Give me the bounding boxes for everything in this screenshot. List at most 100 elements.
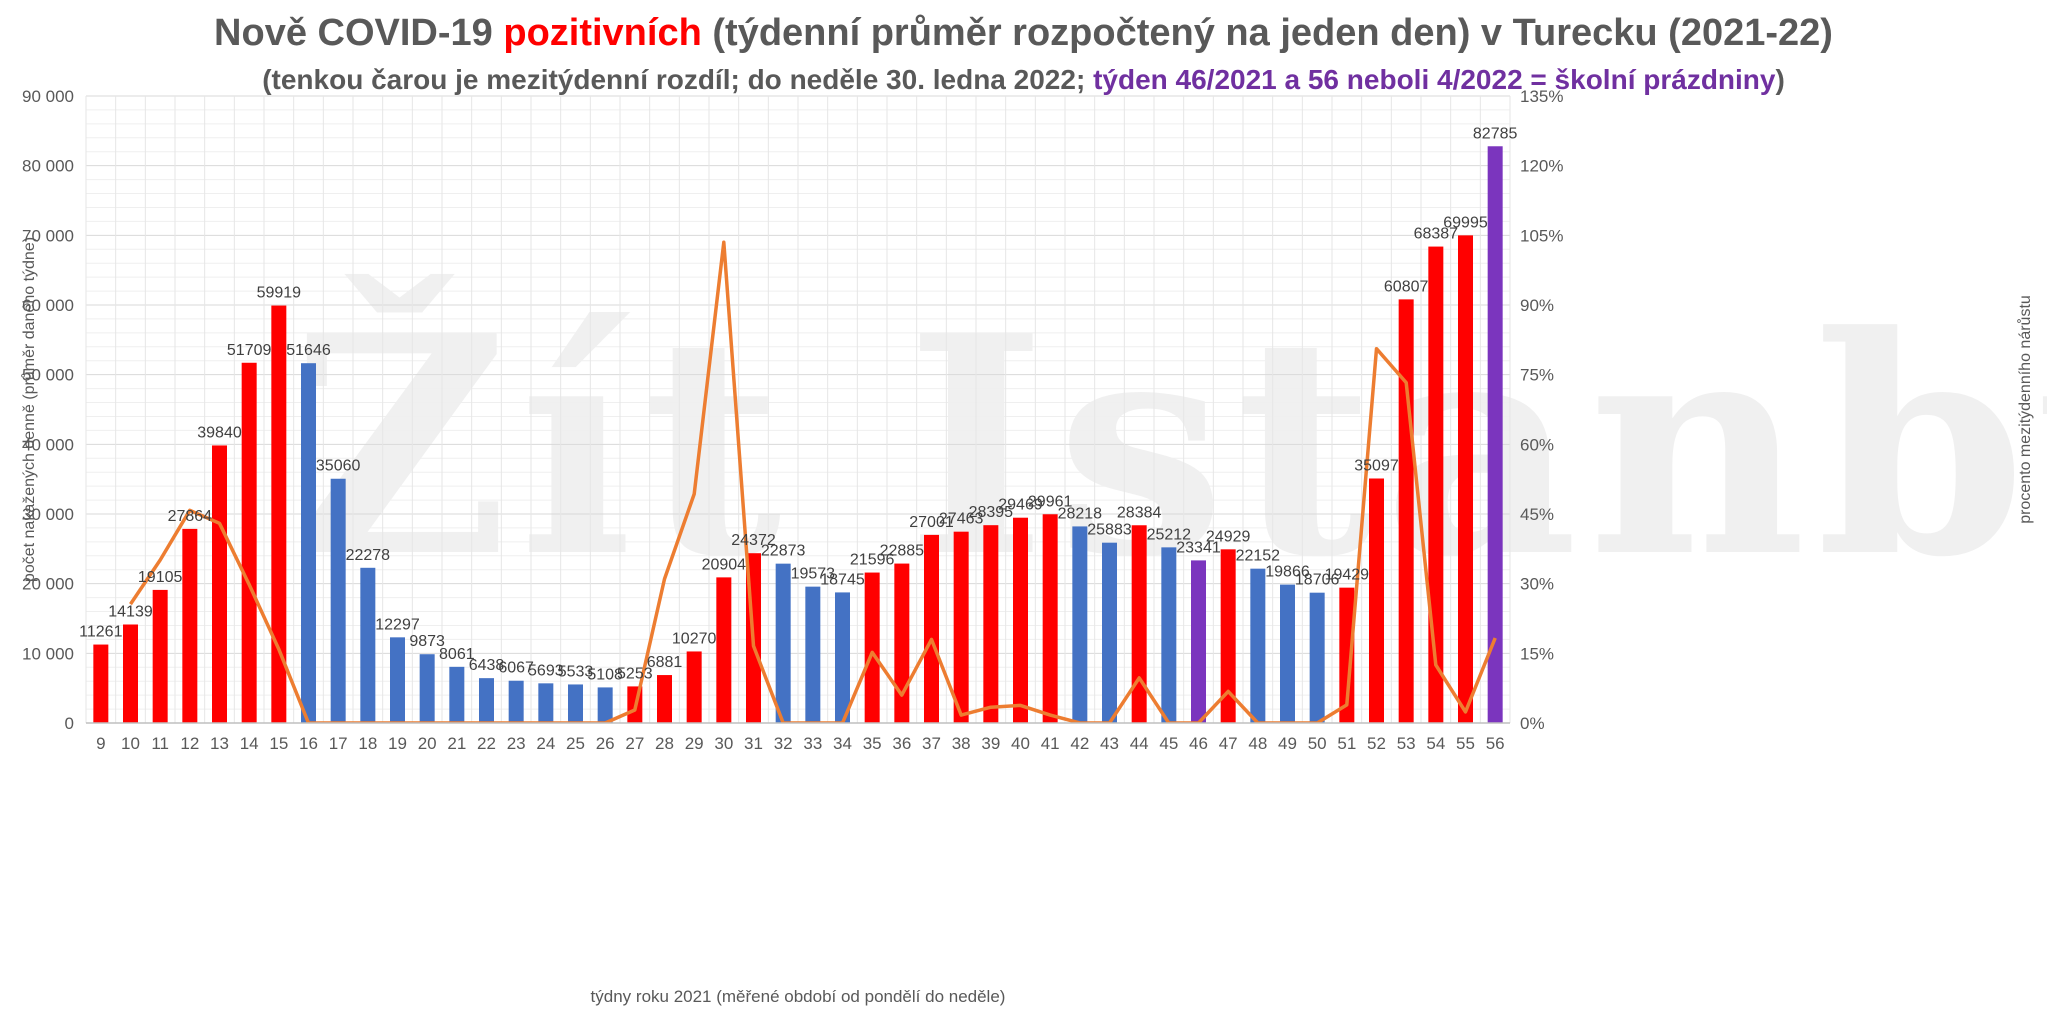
x-tick-label: 52: [1367, 734, 1386, 753]
data-label: 27463: [939, 511, 984, 528]
bar: [1220, 549, 1236, 723]
x-tick-label: 30: [714, 734, 733, 753]
x-tick-label: 13: [210, 734, 229, 753]
data-label: 22152: [1236, 548, 1281, 565]
data-label: 28218: [1058, 505, 1103, 522]
x-tick-label: 55: [1456, 734, 1475, 753]
bar: [271, 305, 287, 723]
data-label: 11261: [79, 624, 122, 641]
y-axis-title: počet nakažených denně (průměr daného tý…: [20, 237, 38, 582]
data-label: 29961: [1028, 493, 1073, 510]
y2-tick-label: 120%: [1520, 157, 1563, 176]
data-label: 82785: [1473, 125, 1518, 142]
data-label: 27001: [909, 514, 954, 531]
bar: [864, 572, 880, 723]
x-tick-label: 48: [1248, 734, 1267, 753]
data-label: 5253: [617, 665, 653, 682]
data-label: 22278: [346, 547, 391, 564]
bar: [152, 589, 168, 723]
x-tick-label: 21: [447, 734, 466, 753]
data-label: 19105: [138, 569, 183, 586]
y-tick-label: 70 000: [22, 226, 74, 245]
x-axis-title: týdny roku 2021 (měřené období od ponděl…: [591, 987, 1006, 1006]
bar: [1458, 235, 1473, 723]
x-tick-label: 41: [1041, 734, 1060, 753]
x-tick-label: 23: [507, 734, 526, 753]
bar: [775, 563, 791, 723]
data-label: 51709: [227, 342, 272, 359]
x-tick-label: 51: [1337, 734, 1356, 753]
x-tick-label: 34: [833, 734, 852, 753]
data-labels: 11261 14139 19105 27864 39840 51709 59919 51646…: [79, 125, 1517, 683]
bar: [657, 675, 672, 723]
data-label: 19429: [1325, 567, 1370, 584]
y-tick-label: 90 000: [22, 87, 74, 106]
y-tick-label: 80 000: [22, 157, 74, 176]
x-tick-label: 46: [1189, 734, 1208, 753]
data-label: 19573: [791, 566, 836, 583]
data-label: 21596: [850, 552, 895, 569]
bar: [360, 567, 376, 723]
data-label: 18745: [820, 571, 865, 588]
bar: [1339, 587, 1355, 723]
data-label: 28395: [969, 504, 1014, 521]
x-tick-label: 37: [922, 734, 941, 753]
gridlines: [85, 95, 1511, 724]
data-label: 59919: [257, 285, 302, 302]
y-tick-label: 30 000: [22, 505, 74, 524]
bar: [716, 577, 732, 723]
y-tick-label: 50 000: [22, 366, 74, 385]
data-label: 60807: [1384, 278, 1429, 295]
x-tick-label: 31: [744, 734, 763, 753]
x-tick-label: 39: [981, 734, 1000, 753]
x-tick-label: 27: [625, 734, 644, 753]
x-tick-label: 47: [1219, 734, 1238, 753]
data-label: 14139: [108, 603, 153, 620]
data-label: 6067: [498, 660, 534, 677]
data-label: 6881: [647, 654, 683, 671]
x-tick-label: 42: [1070, 734, 1089, 753]
x-tick-label: 32: [774, 734, 793, 753]
x-tick-label: 18: [358, 734, 377, 753]
data-label: 35097: [1354, 457, 1399, 474]
y2-tick-label: 60%: [1520, 435, 1554, 454]
data-label: 51646: [286, 342, 331, 359]
bar: [1072, 526, 1088, 723]
y2-tick-label: 135%: [1520, 87, 1563, 106]
x-tick-label: 14: [240, 734, 259, 753]
x-tick-label: 38: [952, 734, 971, 753]
bar: [924, 534, 939, 723]
bar: [1191, 560, 1206, 723]
y2-tick-label: 0%: [1520, 714, 1545, 733]
data-label: 19866: [1265, 564, 1310, 581]
chart-title: Nově COVID-19 pozitivních (týdenní průmě…: [214, 12, 1833, 54]
x-tick-label: 49: [1278, 734, 1297, 753]
x-tick-label: 9: [96, 734, 105, 753]
data-label: 9873: [409, 633, 445, 650]
bar: [1161, 547, 1177, 723]
x-tick-label: 40: [1011, 734, 1030, 753]
x-tick-label: 19: [388, 734, 407, 753]
bar: [419, 654, 435, 723]
y2-tick-label: 75%: [1520, 366, 1554, 385]
x-tick-label: 17: [329, 734, 348, 753]
data-label: 24929: [1206, 528, 1251, 545]
bar: [953, 531, 969, 723]
y-tick-label: 0: [65, 714, 74, 733]
bar: [1250, 568, 1266, 723]
x-tick-label: 33: [803, 734, 822, 753]
chart-subtitle: (tenkou čarou je mezitýdenní rozdíl; do …: [262, 64, 1785, 95]
data-label: 68387: [1414, 226, 1459, 243]
bar: [1487, 146, 1503, 723]
data-label: 8061: [439, 646, 475, 663]
data-label: 23341: [1176, 539, 1221, 556]
bar: [568, 684, 583, 723]
bar: [835, 592, 850, 723]
y2-tick-label: 15%: [1520, 644, 1554, 663]
y2-tick-label: 45%: [1520, 505, 1554, 524]
bar: [301, 363, 316, 723]
x-tick-label: 10: [121, 734, 140, 753]
bar: [508, 680, 524, 723]
data-label: 25212: [1147, 526, 1192, 543]
